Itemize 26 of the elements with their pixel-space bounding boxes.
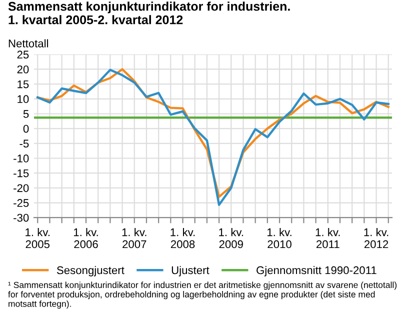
y-tick-label: 20 bbox=[17, 66, 29, 74]
y-tick-label: 25 bbox=[17, 50, 29, 59]
y-tick-label: -30 bbox=[14, 214, 29, 222]
y-tick-label: -5 bbox=[20, 140, 29, 148]
text: ¹ Sammensatt konjunkturindikator for industrien er det aritmetiske gjennomsnitt av svarene (nettotall) for forventet produksjon, ordrebeholdning og lagerbeholdning av egne produkter (det siste med motsatt fortegn). bbox=[8, 282, 397, 309]
x-tick-label: 1. kv. 2010 bbox=[268, 228, 292, 248]
x-tick-label: 1. kv. 2011 bbox=[316, 228, 340, 248]
y-axis-title: Nettotall bbox=[8, 39, 48, 48]
y-tick-label: -10 bbox=[14, 154, 29, 162]
y-tick-label: -15 bbox=[14, 169, 29, 178]
y-tick-label: 10 bbox=[18, 95, 29, 104]
legend-label: Sesongjustert bbox=[56, 266, 124, 276]
x-tick-label: 1. kv. 2009 bbox=[219, 228, 243, 248]
x-tick-label: 1. kv. 2008 bbox=[170, 228, 195, 248]
chart-title: Sammensatt konjunkturindikator for industrien. 1. kvartal 2005-2. kvartal 2012 bbox=[8, 2, 290, 24]
x-tick-label: 1. kv. 2007 bbox=[122, 228, 146, 248]
y-tick-label: 15 bbox=[18, 80, 29, 88]
x-tick-label: 1. kv. 2006 bbox=[74, 228, 98, 248]
y-tick-label: -20 bbox=[14, 184, 29, 192]
x-tick-label: 1. kv. 2005 bbox=[26, 228, 50, 248]
y-tick-label: 5 bbox=[23, 110, 29, 118]
y-tick-label: 0 bbox=[23, 124, 29, 133]
y-tick-label: -25 bbox=[14, 199, 29, 207]
x-tick-label: 1. kv. 2012 bbox=[364, 228, 388, 248]
legend-label: Gjennomsnitt 1990-2011 bbox=[256, 266, 376, 276]
legend-label: Ujustert bbox=[172, 266, 210, 276]
